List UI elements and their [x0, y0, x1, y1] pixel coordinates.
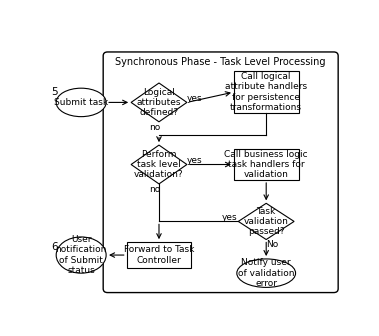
Text: no: no [149, 123, 160, 132]
Text: No: No [266, 240, 278, 249]
Text: User
notification
of Submit
status: User notification of Submit status [55, 235, 107, 275]
FancyBboxPatch shape [103, 52, 338, 293]
Text: Notify user
of validation
error: Notify user of validation error [238, 258, 294, 288]
FancyBboxPatch shape [127, 242, 191, 268]
Text: Forward to Task
Controller: Forward to Task Controller [124, 245, 194, 265]
Text: Task
validation
passed?: Task validation passed? [244, 207, 289, 236]
Ellipse shape [237, 259, 296, 287]
Text: yes: yes [186, 156, 202, 165]
FancyBboxPatch shape [234, 149, 299, 180]
Ellipse shape [56, 237, 106, 273]
Text: Call business logic
task handlers for
validation: Call business logic task handlers for va… [224, 150, 308, 179]
Text: Call logical
attribute handlers
for persistence
transformations: Call logical attribute handlers for pers… [225, 72, 307, 112]
Text: Synchronous Phase - Task Level Processing: Synchronous Phase - Task Level Processin… [116, 57, 326, 67]
Text: Logical
attributes
defined?: Logical attributes defined? [137, 87, 181, 117]
Text: Perform
task level
validation?: Perform task level validation? [134, 150, 184, 179]
Polygon shape [131, 83, 187, 122]
Polygon shape [131, 145, 187, 184]
Text: 5: 5 [52, 87, 58, 97]
Text: Submit task: Submit task [54, 98, 108, 107]
Text: no: no [149, 185, 160, 194]
FancyBboxPatch shape [234, 71, 299, 113]
Text: 6: 6 [52, 242, 58, 252]
Ellipse shape [56, 88, 106, 117]
Text: yes: yes [186, 94, 202, 103]
Text: yes: yes [222, 213, 237, 222]
Polygon shape [238, 203, 294, 240]
